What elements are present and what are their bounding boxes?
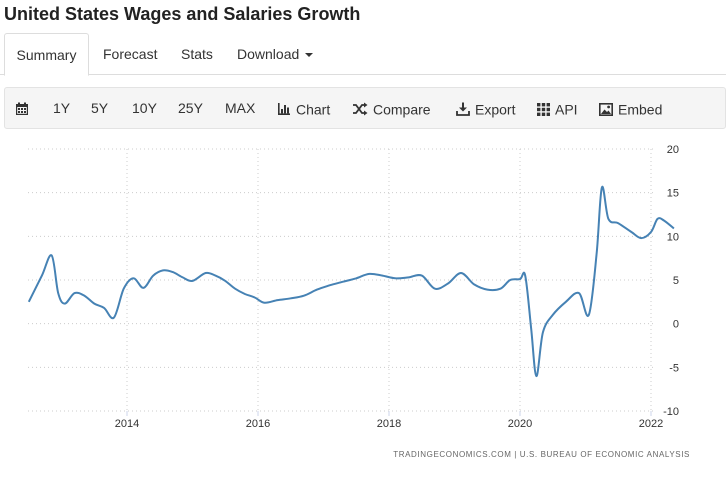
- y-tick-label: 10: [667, 231, 679, 243]
- range-25y-button[interactable]: 25Y: [178, 100, 203, 116]
- y-tick-label: 20: [667, 144, 679, 156]
- x-tick-label: 2018: [377, 418, 401, 430]
- grid-icon: [537, 102, 550, 116]
- chart-type-button[interactable]: Chart: [277, 88, 330, 128]
- x-tick-label: 2022: [639, 418, 663, 430]
- x-tick-label: 2016: [246, 418, 270, 430]
- series-line: [27, 185, 675, 378]
- range-1y-button[interactable]: 1Y: [53, 100, 71, 116]
- calendar-icon: [16, 102, 28, 116]
- compare-button[interactable]: Compare: [352, 88, 431, 128]
- download-icon: [456, 102, 470, 117]
- range-10y-button[interactable]: 10Y: [132, 100, 157, 116]
- y-tick-label: 5: [673, 275, 679, 287]
- y-tick-label: 15: [667, 188, 679, 200]
- x-tick-label: 2020: [508, 418, 532, 430]
- chart-toolbar: 1Y 5Y 10Y 25Y MAX Chart Compare Export: [4, 87, 726, 129]
- image-icon: [599, 102, 613, 116]
- export-button[interactable]: Export: [456, 88, 515, 128]
- tab-stats[interactable]: Stats: [181, 46, 213, 62]
- api-button[interactable]: API: [537, 88, 578, 128]
- y-tick-label: -10: [663, 406, 679, 418]
- chart-type-label: Chart: [296, 101, 331, 118]
- line-chart: -10 -5 0 5 10 15 20 2014 2016 2018 2020 2022 TRADIN…: [27, 144, 690, 459]
- compare-label: Compare: [373, 101, 431, 118]
- tab-forecast[interactable]: Forecast: [103, 46, 158, 62]
- export-label: Export: [475, 101, 516, 118]
- y-tick-label: -5: [669, 362, 679, 374]
- tab-bar: Summary Forecast Stats Download: [0, 33, 726, 76]
- tab-download-label: Download: [237, 46, 300, 62]
- embed-label: Embed: [618, 101, 663, 118]
- range-max-button[interactable]: MAX: [225, 100, 256, 116]
- tab-download[interactable]: Download: [237, 33, 314, 75]
- axis-labels: -10 -5 0 5 10 15 20 2014 2016 2018 2020 2022: [115, 144, 679, 430]
- range-5y-button[interactable]: 5Y: [91, 100, 109, 116]
- page-title: United States Wages and Salaries Growth: [4, 4, 361, 24]
- bar-chart-icon: [278, 103, 290, 116]
- y-tick-label: 0: [673, 319, 679, 331]
- source-credit: TRADINGECONOMICS.COM | U.S. BUREAU OF EC…: [393, 450, 690, 459]
- chart-area: -10 -5 0 5 10 15 20 2014 2016 2018 2020 2022 TRADIN…: [4, 132, 726, 472]
- x-tick-label: 2014: [115, 418, 139, 430]
- shuffle-icon: [353, 102, 368, 116]
- chevron-down-icon: [305, 53, 314, 58]
- embed-button[interactable]: Embed: [599, 88, 662, 128]
- grid-lines: [28, 148, 653, 416]
- tab-summary[interactable]: Summary: [4, 33, 89, 76]
- calendar-button[interactable]: [15, 88, 34, 128]
- api-label: API: [555, 101, 578, 118]
- series-layer: [27, 185, 675, 378]
